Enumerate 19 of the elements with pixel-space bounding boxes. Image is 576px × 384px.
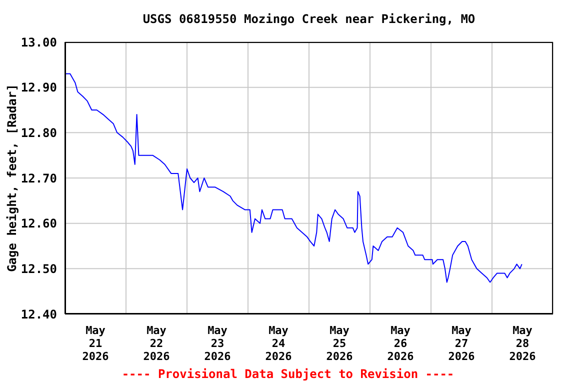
y-tick-label: 12.70 [20,171,57,186]
x-tick-label: May 27 2026 [448,324,476,363]
y-tick-label: 12.60 [20,216,57,231]
x-tick-label: May 26 2026 [387,324,414,363]
x-tick-label: May 25 2026 [326,324,354,363]
x-tick-label: May 23 2026 [204,324,232,363]
y-tick-label: 12.40 [20,307,57,322]
chart-title: USGS 06819550 Mozingo Creek near Pickering, MO [142,12,476,26]
y-tick-label: 13.00 [20,35,57,50]
y-tick-label: 12.50 [20,262,57,276]
x-tick-label: May 21 2026 [82,324,110,363]
x-tick-label: May 28 2026 [509,324,536,363]
line-series [65,73,522,283]
y-axis-title: Gage height, feet, [Radar] [5,84,19,272]
y-tick-label: 12.90 [20,80,57,95]
x-tick-label: May 22 2026 [143,324,170,363]
x-tick-label: May 24 2026 [265,324,292,363]
text: ---- Provisional Data Subject to Revision ---- [120,367,456,381]
y-tick-label: 12.80 [20,126,57,140]
